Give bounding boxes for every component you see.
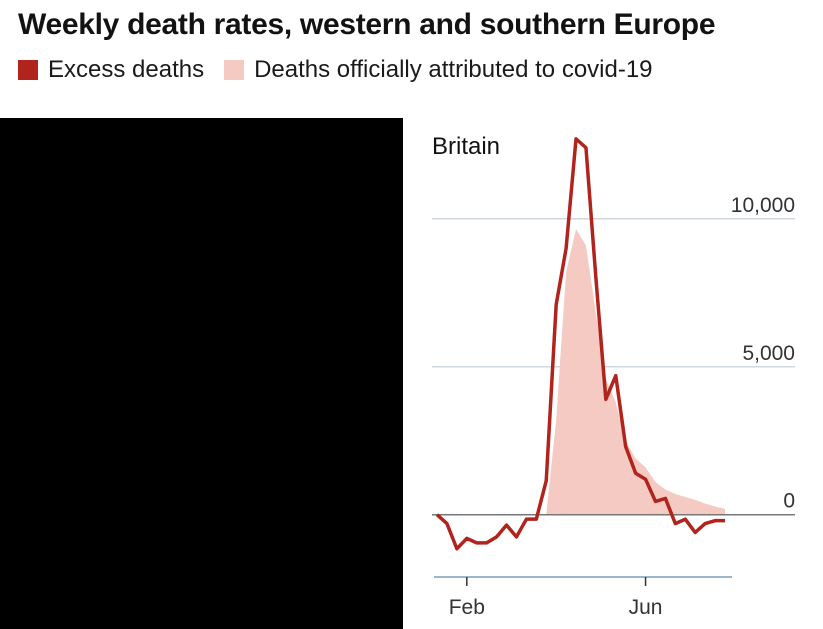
covid-deaths-area — [546, 229, 725, 515]
chart-title: Weekly death rates, western and southern… — [18, 8, 716, 41]
y-tick-label: 10,000 — [731, 194, 795, 217]
legend-label-covid-deaths: Deaths officially attributed to covid-19 — [254, 56, 653, 83]
legend-item-covid-deaths: Deaths officially attributed to covid-19 — [224, 56, 653, 84]
y-tick-label: 5,000 — [742, 342, 795, 365]
legend-label-excess-deaths: Excess deaths — [48, 56, 205, 83]
y-tick-label: 0 — [783, 490, 795, 513]
panel-title: Britain — [432, 133, 500, 160]
legend: Excess deaths Deaths officially attribut… — [18, 56, 673, 84]
legend-swatch-covid-deaths — [224, 60, 245, 80]
excess-deaths-line — [435, 137, 725, 551]
x-tick-label: Feb — [449, 596, 485, 619]
legend-swatch-excess-deaths — [18, 60, 38, 80]
legend-item-excess-deaths: Excess deaths — [18, 56, 204, 84]
redacted-panel — [0, 118, 403, 629]
x-tick-label: Jun — [629, 596, 663, 619]
